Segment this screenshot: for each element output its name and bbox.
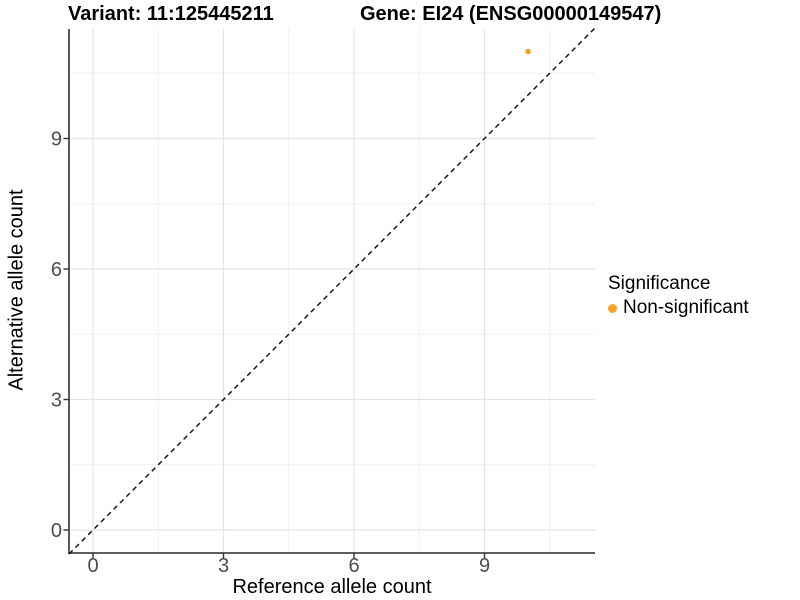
y-axis-title: Alternative allele count	[5, 189, 28, 391]
x-tick-label: 0	[87, 555, 98, 577]
legend-entry-label: Non-significant	[623, 297, 749, 318]
plot-title-gene: Gene: EI24 (ENSG00000149547)	[360, 3, 662, 25]
y-tick-label: 9	[51, 129, 62, 151]
y-tick-label: 6	[51, 259, 62, 281]
y-tick-label: 3	[51, 390, 62, 412]
data-point	[525, 48, 531, 55]
x-tick-label: 9	[479, 555, 490, 577]
legend-title: Significance	[608, 273, 711, 294]
x-tick-label: 3	[218, 555, 229, 577]
x-tick-label: 6	[348, 555, 359, 577]
y-tick-label: 0	[51, 520, 62, 542]
legend-point-icon	[608, 303, 617, 313]
identity-line	[68, 27, 596, 555]
legend: Significance Non-significant	[608, 272, 749, 319]
x-axis-title: Reference allele count	[232, 576, 432, 598]
legend-entry: Non-significant	[608, 297, 749, 319]
plot-title-variant: Variant: 11:125445211	[68, 3, 274, 25]
